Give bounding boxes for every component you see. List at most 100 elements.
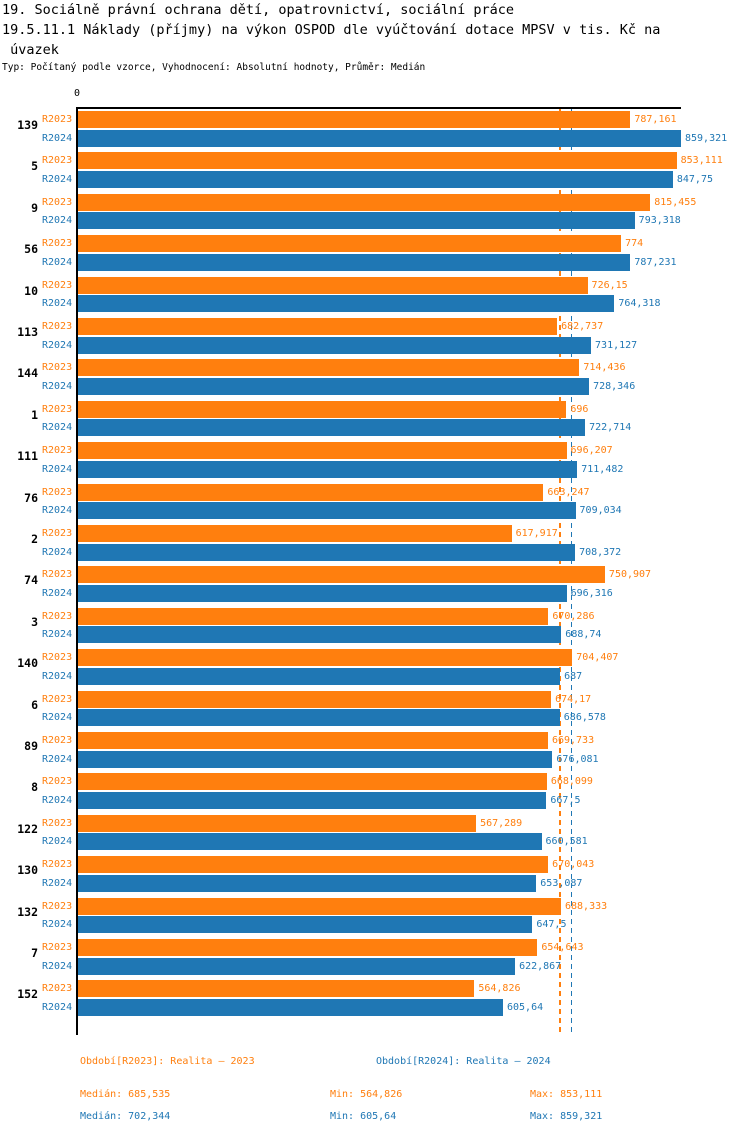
bar-row: R2023 670,286 xyxy=(0,607,750,626)
bar[interactable] xyxy=(78,998,503,1016)
bar-row: R2024 859,321 xyxy=(0,129,750,148)
bar[interactable] xyxy=(78,874,537,892)
bar[interactable] xyxy=(78,525,512,542)
bar[interactable] xyxy=(78,543,576,561)
bar-value-label: 774 xyxy=(625,238,644,250)
bar[interactable] xyxy=(78,957,516,975)
chart-category-group: 122 R2023 567,289 R2024 660,581 xyxy=(0,814,750,856)
bar[interactable] xyxy=(78,318,558,335)
bar-value-label: 674,17 xyxy=(555,693,592,705)
bar-row: R2023 564,826 xyxy=(0,980,750,998)
bar-value-label: 750,907 xyxy=(608,569,652,581)
bar-row: R2024 709,034 xyxy=(0,502,750,520)
bar[interactable] xyxy=(78,690,552,708)
bar-value-label: 682,737 xyxy=(561,321,604,332)
bar[interactable] xyxy=(78,295,615,313)
bar-value-label: 564,826 xyxy=(478,983,521,995)
bar-row: R2023 750,907 xyxy=(0,566,750,584)
series-label: R2024 xyxy=(42,836,73,848)
bar[interactable] xyxy=(78,916,533,934)
bar[interactable] xyxy=(78,152,677,170)
bar[interactable] xyxy=(78,667,561,685)
bar[interactable] xyxy=(78,359,580,377)
bar[interactable] xyxy=(78,377,590,395)
bar[interactable] xyxy=(78,649,573,667)
bar[interactable] xyxy=(78,584,567,602)
bar[interactable] xyxy=(78,336,592,354)
bar-row: R2024 728,346 xyxy=(0,377,750,396)
chart-subtitle: Typ: Počítaný podle vzorce, Vyhodnocení:… xyxy=(2,62,426,73)
bar[interactable] xyxy=(78,212,635,230)
legend-entry-2023: Období[R2023]: Realita – 2023 xyxy=(80,1056,255,1067)
bar-row: R2024 708,372 xyxy=(0,543,750,562)
bar-row: R2023 682,737 xyxy=(0,318,750,336)
chart-plot-area: 0 139 R2023 787,161 R2024 859,321 5 R2023 853,1… xyxy=(0,88,750,1038)
bar[interactable] xyxy=(78,276,588,294)
bar-value-label: 688,74 xyxy=(565,629,602,641)
bar[interactable] xyxy=(78,193,651,211)
series-label: R2023 xyxy=(42,238,73,250)
bar[interactable] xyxy=(78,980,475,998)
series-label: R2024 xyxy=(42,463,73,475)
series-label: R2024 xyxy=(42,173,73,185)
bar[interactable] xyxy=(78,502,576,520)
bar[interactable] xyxy=(78,253,631,271)
bar[interactable] xyxy=(78,400,567,418)
chart-category-group: 10 R2023 726,15 R2024 764,318 xyxy=(0,276,750,318)
bar[interactable] xyxy=(78,791,547,809)
bar[interactable] xyxy=(78,897,561,915)
series-label: R2023 xyxy=(42,362,73,374)
bar[interactable] xyxy=(78,419,586,437)
bar[interactable] xyxy=(78,833,542,851)
bar[interactable] xyxy=(78,939,538,956)
category-label: 132 xyxy=(17,904,38,919)
bar-value-label: 670,286 xyxy=(552,610,595,622)
bar[interactable] xyxy=(78,750,553,768)
bar[interactable] xyxy=(78,607,549,625)
bar-row: R2023 774 xyxy=(0,235,750,253)
bar[interactable] xyxy=(78,170,673,188)
bar-row: R2024 793,318 xyxy=(0,212,750,230)
bar-row: R2024 847,75 xyxy=(0,170,750,189)
series-label: R2023 xyxy=(42,196,73,208)
bar[interactable] xyxy=(78,235,622,253)
bar-row: R2024 660,581 xyxy=(0,833,750,851)
bar-value-label: 670,043 xyxy=(552,859,595,871)
series-label: R2023 xyxy=(42,776,73,788)
bar[interactable] xyxy=(78,483,544,501)
chart-title-line-1: 19. Sociálně právní ochrana dětí, opatro… xyxy=(2,2,515,18)
series-label: R2023 xyxy=(42,817,73,829)
bar-row: R2023 674,17 xyxy=(0,690,750,709)
bar[interactable] xyxy=(78,129,681,147)
chart-category-group: 9 R2023 815,455 R2024 793,318 xyxy=(0,193,750,235)
bar[interactable] xyxy=(78,856,549,874)
series-label: R2023 xyxy=(42,279,73,291)
bar[interactable] xyxy=(78,773,547,791)
bar-row: R2023 815,455 xyxy=(0,193,750,212)
chart-category-group: 74 R2023 750,907 R2024 696,316 xyxy=(0,566,750,607)
bar[interactable] xyxy=(78,709,560,727)
series-label: R2024 xyxy=(42,339,73,351)
bar[interactable] xyxy=(78,814,477,832)
chart-category-group: 2 R2023 617,917 R2024 708,372 xyxy=(0,525,750,566)
bar[interactable] xyxy=(78,111,631,128)
series-label: R2024 xyxy=(42,794,73,806)
bar[interactable] xyxy=(78,626,562,644)
y-axis-line xyxy=(76,107,79,1035)
series-label: R2024 xyxy=(42,505,73,517)
chart-category-group: 144 R2023 714,436 R2024 728,346 xyxy=(0,359,750,400)
series-label: R2024 xyxy=(42,753,73,765)
series-label: R2024 xyxy=(42,587,73,599)
series-label: R2023 xyxy=(42,610,73,622)
bar[interactable] xyxy=(78,442,567,460)
bar[interactable] xyxy=(78,566,605,584)
series-label: R2024 xyxy=(42,1001,73,1013)
category-label: 9 xyxy=(31,200,38,215)
series-label: R2023 xyxy=(42,652,73,664)
chart-title-line-2: 19.5.11.1 Náklady (příjmy) na výkon OSPO… xyxy=(2,22,661,38)
bar[interactable] xyxy=(78,460,578,478)
series-label: R2023 xyxy=(42,321,73,332)
chart-category-group: 76 R2023 663,247 R2024 709,034 xyxy=(0,483,750,525)
bar[interactable] xyxy=(78,732,548,749)
bar-value-label: 815,455 xyxy=(654,196,697,208)
